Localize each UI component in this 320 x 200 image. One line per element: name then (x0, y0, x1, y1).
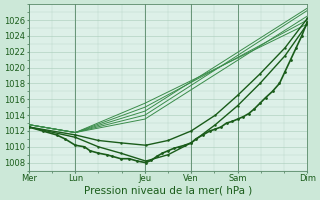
X-axis label: Pression niveau de la mer( hPa ): Pression niveau de la mer( hPa ) (84, 186, 252, 196)
